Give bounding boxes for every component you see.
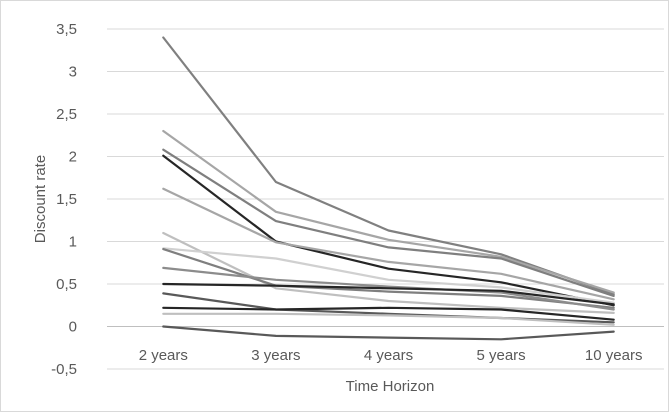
- y-tick-label: 1,5: [56, 191, 77, 208]
- y-axis-title: Discount rate: [32, 155, 49, 243]
- y-tick-label: 2: [69, 149, 77, 166]
- series-line-7: [162, 247, 615, 304]
- y-tick-label: 1: [69, 234, 77, 251]
- series-line-14: [162, 325, 615, 341]
- series-lines: [162, 36, 615, 341]
- series-line-3: [162, 148, 615, 297]
- series-line-13: [162, 312, 615, 326]
- x-tick-label: 5 years: [476, 347, 525, 364]
- x-tick-labels: 2 years 3 years 4 years 5 years 10 years: [139, 347, 643, 364]
- x-tick-label: 2 years: [139, 347, 188, 364]
- y-tick-label: 0: [69, 319, 77, 336]
- y-tick-label: -0,5: [51, 361, 77, 378]
- y-tick-label: 0,5: [56, 276, 77, 293]
- series-line-6: [162, 231, 615, 314]
- x-tick-label: 3 years: [251, 347, 300, 364]
- y-tick-label: 3: [69, 64, 77, 81]
- series-line-1: [162, 36, 615, 296]
- x-axis-title: Time Horizon: [346, 378, 435, 395]
- y-tick-label: 2,5: [56, 106, 77, 123]
- y-tick-labels: -0,5 0 0,5 1 1,5 2 2,5 3 3,5: [51, 21, 77, 378]
- series-line-12: [162, 306, 615, 321]
- series-line-9: [162, 266, 615, 311]
- series-line-10: [162, 282, 615, 306]
- x-tick-label: 10 years: [585, 347, 643, 364]
- series-line-8: [162, 248, 615, 309]
- y-tick-label: 3,5: [56, 21, 77, 38]
- gridlines: [107, 28, 664, 370]
- x-tick-label: 4 years: [364, 347, 413, 364]
- series-line-5: [162, 187, 615, 301]
- series-line-2: [162, 129, 615, 294]
- series-line-4: [162, 154, 615, 307]
